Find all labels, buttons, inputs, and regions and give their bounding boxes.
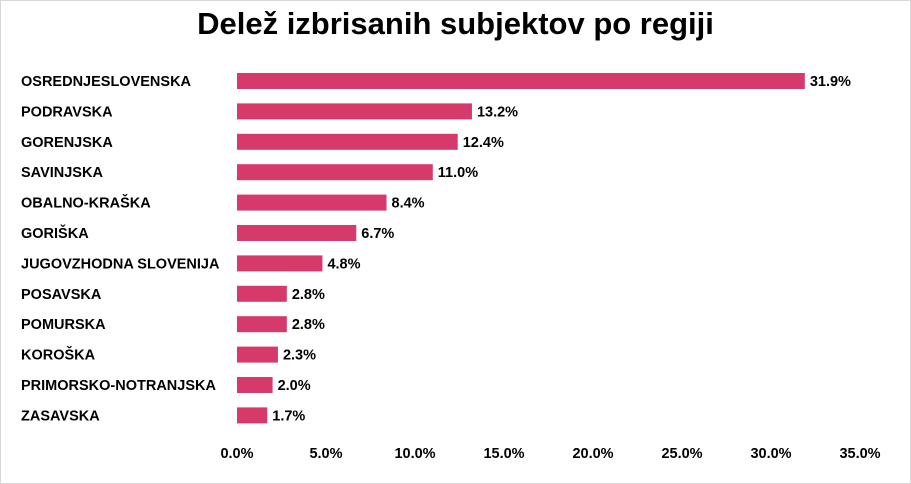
value-label: 2.0% (278, 378, 311, 394)
bars-group (237, 73, 805, 424)
bar-osrednjeslovenska (237, 73, 805, 89)
x-axis-ticks-group: 0.0% 5.0% 10.0% 15.0% 20.0% 25.0% 30.0% 35.0% (220, 446, 880, 462)
value-label: 1.7% (272, 408, 305, 424)
x-tick-label: 5.0% (309, 446, 342, 462)
bar-goriška (237, 225, 357, 241)
category-labels-group: OSREDNJESLOVENSKA PODRAVSKA GORENJSKA SAVIN… (21, 74, 220, 424)
category-label: POSAVSKA (21, 287, 102, 303)
x-tick-label: 30.0% (750, 446, 791, 462)
value-label: 8.4% (392, 196, 425, 212)
x-tick-label: 0.0% (220, 446, 253, 462)
value-label: 2.8% (292, 287, 325, 303)
category-label: PRIMORSKO-NOTRANJSKA (21, 378, 216, 394)
value-label: 6.7% (361, 226, 394, 242)
category-label: PODRAVSKA (21, 104, 113, 120)
category-label: OSREDNJESLOVENSKA (21, 74, 192, 90)
category-label: OBALNO-KRAŠKA (21, 194, 151, 212)
category-label: ZASAVSKA (21, 408, 100, 424)
category-label: JUGOVZHODNA SLOVENIJA (21, 256, 220, 272)
value-label: 4.8% (327, 256, 360, 272)
bar-pomurska (237, 316, 287, 333)
x-tick-label: 20.0% (572, 446, 613, 462)
value-label: 11.0% (438, 165, 478, 181)
x-tick-label: 25.0% (661, 446, 702, 462)
category-label: GORIŠKA (21, 224, 89, 242)
bar-primorsko-notranjska (237, 377, 273, 393)
category-label: SAVINJSKA (21, 165, 103, 181)
bar-koroška (237, 346, 278, 363)
chart-title: Delež izbrisanih subjektov po regiji (197, 6, 714, 41)
bar-savinjska (237, 164, 433, 181)
x-tick-label: 15.0% (483, 446, 524, 462)
value-label: 2.3% (283, 348, 316, 364)
bar-zasavska (237, 407, 268, 424)
bar-jugovzhodna-slovenija (237, 255, 323, 272)
category-label: POMURSKA (21, 317, 106, 333)
bar-posavska (237, 285, 287, 302)
value-labels-group: 31.9%13.2%12.4%11.0%8.4%6.7%4.8%2.8%2.8%… (272, 74, 851, 424)
bar-gorenjska (237, 133, 458, 150)
bar-obalno-kraška (237, 194, 387, 211)
value-label: 2.8% (292, 317, 325, 333)
value-label: 31.9% (810, 74, 851, 90)
x-tick-label: 10.0% (394, 446, 435, 462)
category-label: GORENJSKA (21, 135, 113, 151)
x-tick-label: 35.0% (839, 446, 880, 462)
value-label: 13.2% (477, 104, 518, 120)
value-label: 12.4% (463, 135, 504, 151)
bar-podravska (237, 103, 472, 120)
category-label: KOROŠKA (21, 346, 96, 364)
